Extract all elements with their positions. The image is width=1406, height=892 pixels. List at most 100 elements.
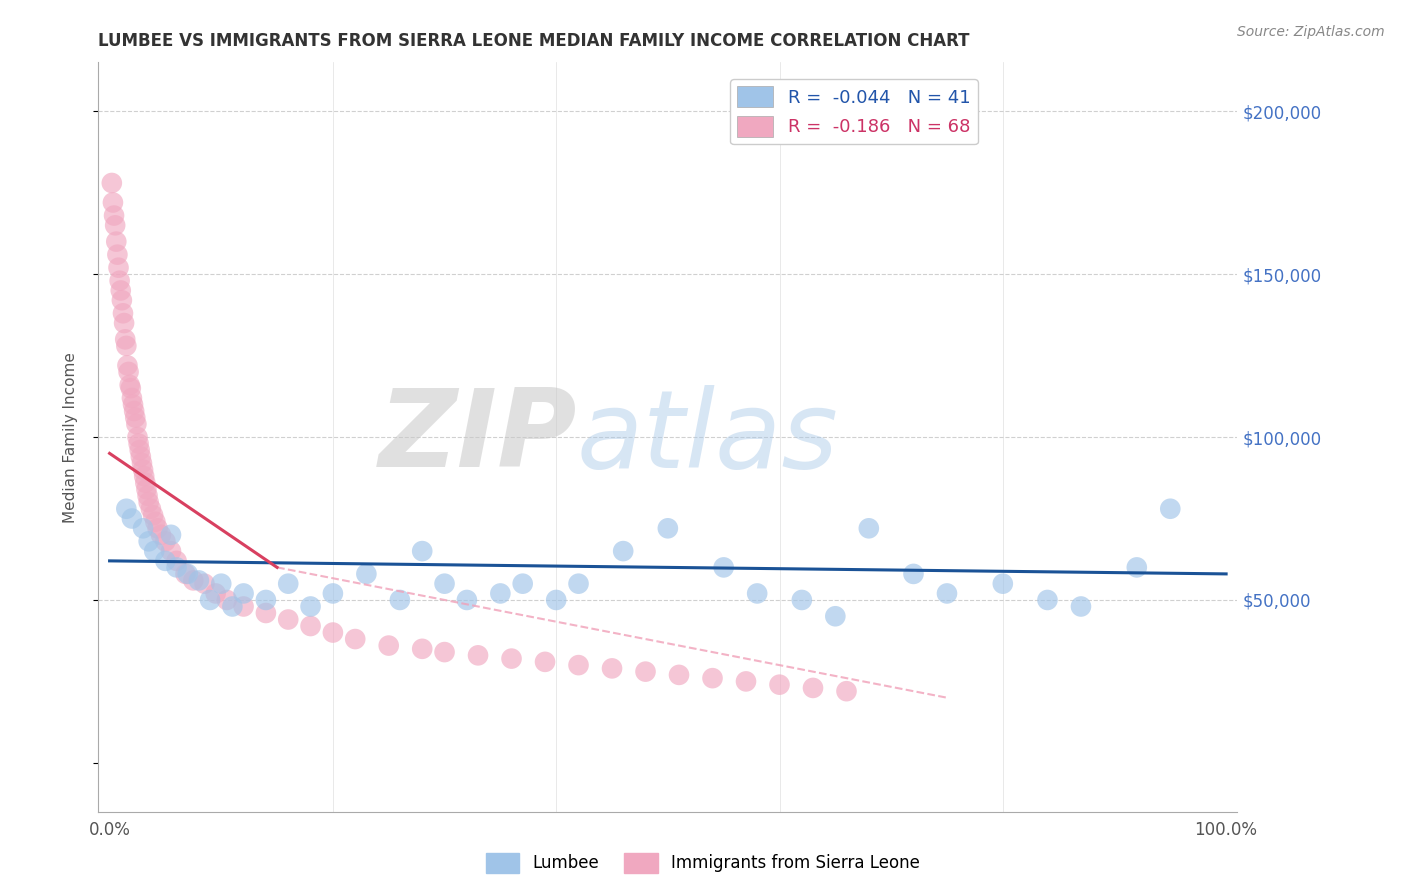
Point [512, 576, 534, 591]
Point [204, 586, 226, 600]
Point [1159, 501, 1181, 516]
Point [166, 560, 188, 574]
Point [124, 410, 146, 425]
Point [277, 576, 299, 591]
Point [107, 260, 129, 275]
Text: Source: ZipAtlas.com: Source: ZipAtlas.com [1237, 25, 1385, 39]
Point [858, 521, 880, 535]
Point [209, 576, 232, 591]
Point [117, 365, 139, 379]
Point [713, 560, 735, 574]
Point [155, 534, 177, 549]
Point [411, 544, 433, 558]
Point [634, 665, 657, 679]
Point [122, 397, 145, 411]
Point [456, 593, 478, 607]
Point [160, 544, 183, 558]
Point [232, 586, 254, 600]
Point [801, 681, 824, 695]
Point [174, 566, 197, 581]
Legend: R =  -0.044   N = 41, R =  -0.186   N = 68: R = -0.044 N = 41, R = -0.186 N = 68 [730, 79, 977, 145]
Point [467, 648, 489, 663]
Point [101, 195, 124, 210]
Point [101, 176, 124, 190]
Point [567, 576, 589, 591]
Point [1036, 593, 1059, 607]
Point [128, 443, 150, 458]
Point [433, 645, 456, 659]
Point [139, 501, 162, 516]
Point [145, 515, 167, 529]
Point [114, 332, 136, 346]
Point [344, 632, 367, 646]
Point [747, 586, 769, 600]
Point [254, 606, 277, 620]
Point [136, 489, 159, 503]
Point [134, 475, 156, 490]
Point [232, 599, 254, 614]
Point [122, 404, 145, 418]
Point [149, 528, 172, 542]
Text: atlas: atlas [576, 384, 838, 490]
Point [103, 209, 125, 223]
Point [108, 274, 131, 288]
Point [254, 593, 277, 607]
Point [121, 391, 143, 405]
Point [129, 450, 152, 464]
Point [198, 593, 221, 607]
Y-axis label: Median Family Income: Median Family Income [63, 351, 77, 523]
Point [411, 641, 433, 656]
Point [134, 469, 156, 483]
Point [768, 678, 790, 692]
Point [110, 284, 132, 298]
Point [115, 339, 138, 353]
Point [322, 586, 344, 600]
Point [356, 566, 378, 581]
Point [501, 651, 523, 665]
Point [600, 661, 623, 675]
Text: LUMBEE VS IMMIGRANTS FROM SIERRA LEONE MEDIAN FAMILY INCOME CORRELATION CHART: LUMBEE VS IMMIGRANTS FROM SIERRA LEONE M… [98, 32, 970, 50]
Point [146, 521, 169, 535]
Point [160, 528, 183, 542]
Point [215, 593, 238, 607]
Point [111, 293, 134, 308]
Point [128, 436, 150, 450]
Point [132, 463, 155, 477]
Point [322, 625, 344, 640]
Point [991, 576, 1014, 591]
Point [131, 456, 153, 470]
Legend: Lumbee, Immigrants from Sierra Leone: Lumbee, Immigrants from Sierra Leone [479, 847, 927, 880]
Point [183, 574, 205, 588]
Point [121, 511, 143, 525]
Point [120, 381, 142, 395]
Point [117, 359, 139, 373]
Point [138, 534, 160, 549]
Point [193, 576, 215, 591]
Point [177, 566, 200, 581]
Point [567, 658, 589, 673]
Point [824, 609, 846, 624]
Point [835, 684, 858, 698]
Point [135, 482, 157, 496]
Point [299, 619, 322, 633]
Point [668, 668, 690, 682]
Point [221, 599, 243, 614]
Point [433, 576, 456, 591]
Point [105, 235, 128, 249]
Point [277, 613, 299, 627]
Point [111, 306, 134, 320]
Point [166, 554, 188, 568]
Point [735, 674, 758, 689]
Point [489, 586, 512, 600]
Point [388, 593, 411, 607]
Point [138, 495, 160, 509]
Point [903, 566, 925, 581]
Point [112, 316, 135, 330]
Point [546, 593, 568, 607]
Point [702, 671, 724, 685]
Point [1070, 599, 1092, 614]
Point [155, 554, 177, 568]
Point [936, 586, 959, 600]
Point [142, 508, 165, 523]
Point [612, 544, 634, 558]
